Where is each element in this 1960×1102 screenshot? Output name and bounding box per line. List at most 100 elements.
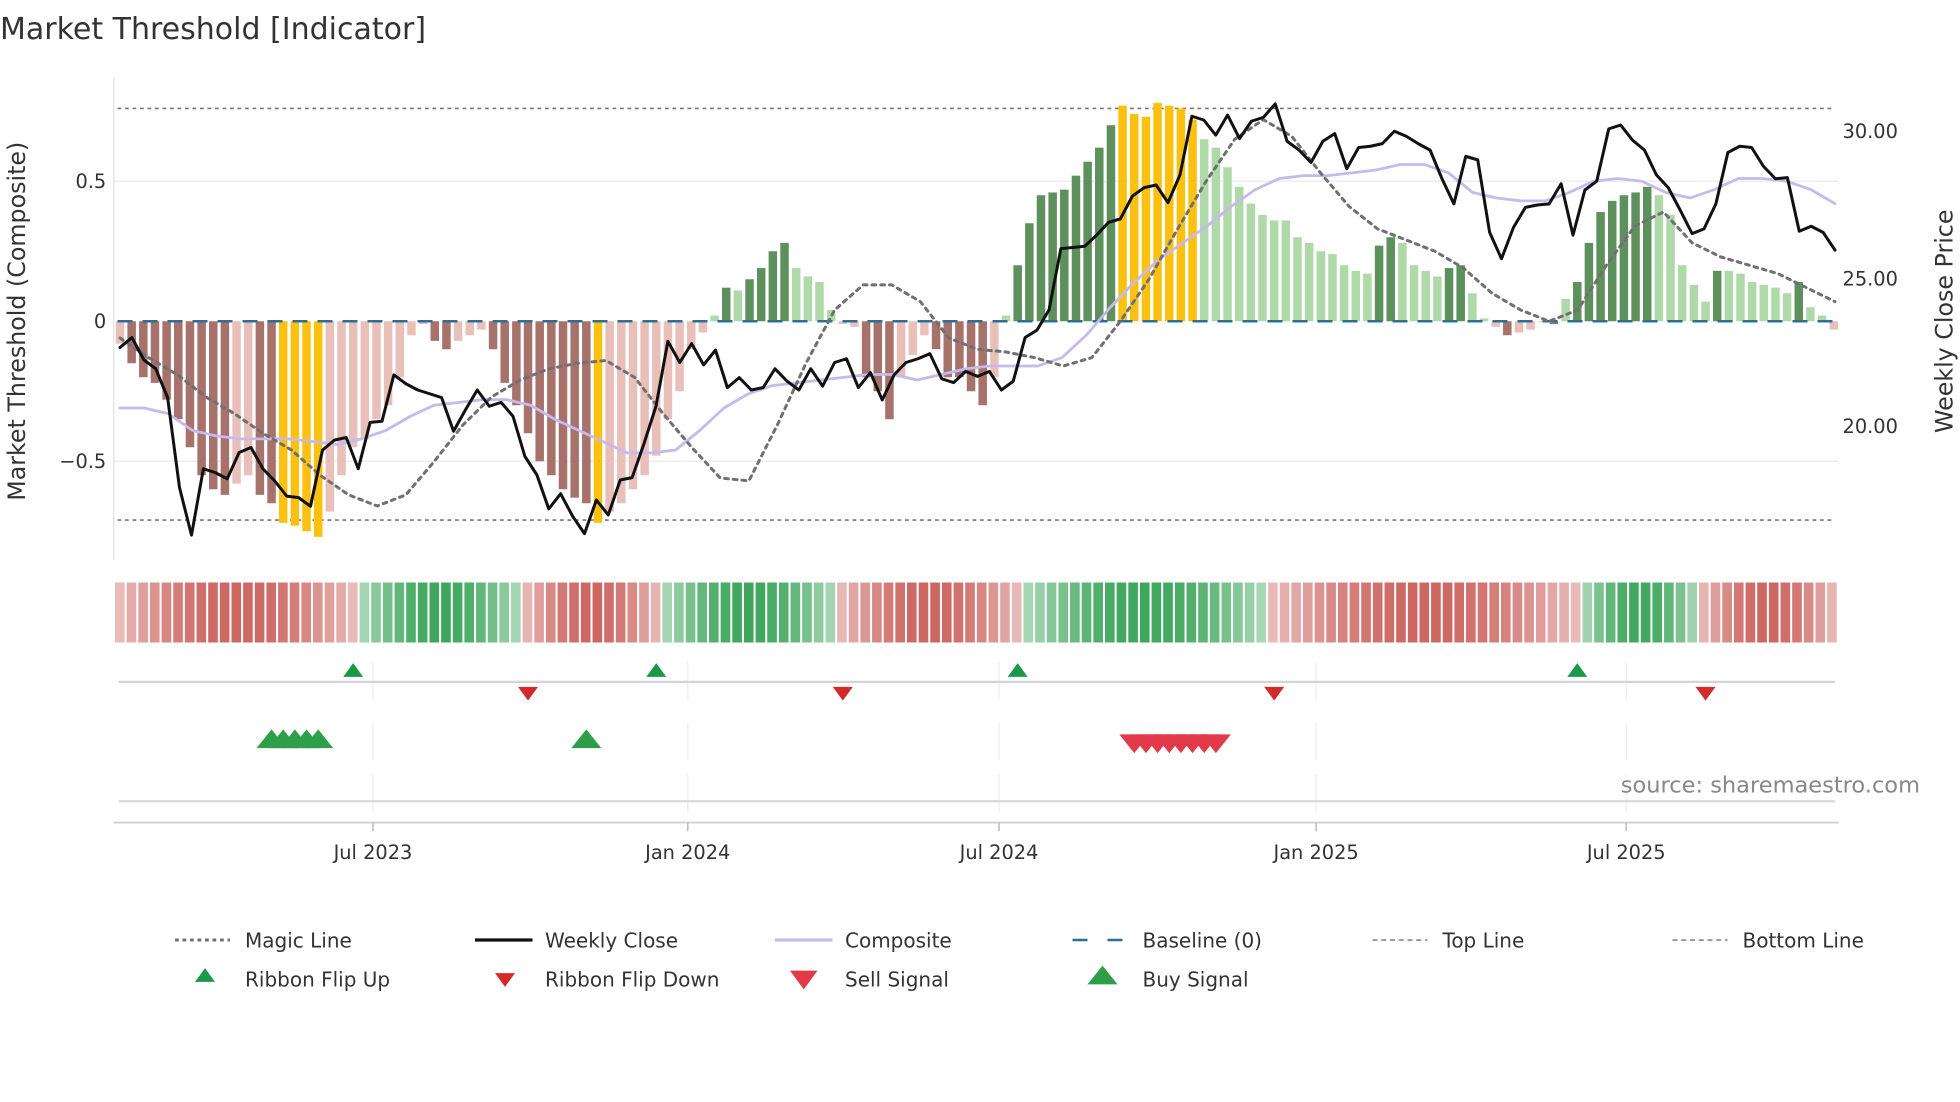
composite-bar <box>1596 212 1605 322</box>
composite-bar <box>570 321 579 498</box>
composite-bar <box>1479 318 1489 322</box>
ribbon-cell-down <box>1500 582 1511 643</box>
legend-item: Magic Line <box>175 929 352 953</box>
composite-bar <box>768 251 778 322</box>
left-tick-label: 0.5 <box>75 170 106 193</box>
ribbon-cell-down <box>289 582 300 643</box>
ribbon-cell-down <box>1815 582 1826 643</box>
composite-bar <box>278 321 288 523</box>
ribbon-cell-up <box>1244 582 1255 643</box>
ribbon-cell-up <box>1233 582 1243 643</box>
composite-bar <box>1666 214 1675 322</box>
ribbon-cell-down <box>138 582 148 643</box>
legend-label: Baseline (0) <box>1143 929 1262 953</box>
composite-bar <box>302 321 311 532</box>
ribbon-cell-down <box>965 582 975 643</box>
composite-bar <box>721 287 731 322</box>
ribbon-cell-up <box>394 582 405 643</box>
composite-bar <box>850 321 859 327</box>
ribbon-cell-up <box>1256 582 1267 643</box>
legend-label: Top Line <box>1442 929 1525 953</box>
composite-bar <box>348 321 358 448</box>
composite-bar <box>1782 293 1792 322</box>
ribbon-cell-up <box>778 582 789 643</box>
composite-bar <box>1549 321 1559 325</box>
ribbon-cell-down <box>627 582 638 643</box>
ribbon-strip <box>115 582 1837 643</box>
ribbon-cell-up <box>1093 582 1103 643</box>
x-tick-label: Jul 2023 <box>333 841 413 864</box>
ribbon-cell-down <box>1314 582 1325 643</box>
ribbon-cell-down <box>1489 582 1499 643</box>
ribbon-cell-down <box>545 582 556 643</box>
ribbon-cell-down <box>1768 582 1779 643</box>
composite-bar <box>978 321 987 406</box>
right-axis-label: Weekly Close Price <box>1931 210 1959 433</box>
composite-bar <box>931 321 941 350</box>
composite-bar <box>1701 301 1710 322</box>
ribbon-cell-down <box>557 582 568 643</box>
legend-label: Buy Signal <box>1143 967 1249 991</box>
ribbon-cell-down <box>115 582 125 643</box>
legend-triangle-up-icon <box>195 968 215 982</box>
ribbon-cell-up <box>802 582 812 643</box>
legend-item: Ribbon Flip Down <box>495 967 719 991</box>
ribbon-cell-down <box>1268 582 1278 643</box>
composite-bar <box>1806 307 1815 322</box>
legend-item: Buy Signal <box>1087 965 1249 991</box>
ribbon-cell-up <box>1198 582 1208 643</box>
ribbon-cell-down <box>231 582 242 643</box>
ribbon-cell-down <box>1384 582 1395 643</box>
ribbon-cell-up <box>1116 582 1127 643</box>
ribbon-cell-down <box>592 582 603 643</box>
composite-bar <box>1573 282 1582 322</box>
right-tick-label: 25.00 <box>1843 268 1898 291</box>
ribbon-cell-down <box>324 582 335 643</box>
left-axis-label: Market Threshold (Composite) <box>3 142 31 501</box>
ribbon-cell-down <box>126 582 137 643</box>
ribbon-cell-up <box>1046 582 1057 643</box>
composite-bar <box>430 321 440 341</box>
ribbon-cell-down <box>1827 582 1837 643</box>
composite-bar <box>756 268 766 322</box>
composite-line <box>118 163 1837 455</box>
composite-bar <box>1526 321 1535 330</box>
composite-bar <box>710 315 719 322</box>
composite-bar <box>1514 321 1524 333</box>
composite-bar <box>197 321 206 476</box>
composite-bar <box>1409 265 1419 322</box>
buy-signal-marker <box>303 729 334 749</box>
ribbon-cell-down <box>278 582 288 643</box>
composite-bar <box>1025 223 1034 322</box>
right-tick-label: 30.00 <box>1843 120 1898 143</box>
ribbon-cell-down <box>580 582 591 643</box>
composite-bar <box>1456 265 1465 322</box>
ribbon-cell-up <box>1070 582 1080 643</box>
composite-bar <box>1164 105 1174 322</box>
ribbon-cell-down <box>941 582 952 643</box>
composite-bar <box>418 321 428 325</box>
ribbon-cell-down <box>312 582 323 643</box>
legend-triangle-down-icon <box>495 973 515 987</box>
ribbon-cell-down <box>883 582 894 643</box>
ribbon-cell-down <box>1454 582 1465 643</box>
composite-bar <box>1153 102 1162 322</box>
gridlines <box>113 77 1839 561</box>
composite-bar <box>943 321 952 378</box>
composite-bar <box>1258 214 1267 322</box>
composite-bar <box>1631 192 1640 322</box>
ribbon-cell-up <box>674 582 684 643</box>
composite-bar <box>593 321 603 523</box>
ribbon-cell-down <box>522 582 533 643</box>
composite-bar <box>1060 189 1069 322</box>
ribbon-cell-down <box>1291 582 1301 643</box>
ribbon-cell-down <box>1547 582 1558 643</box>
x-tick-label: Jul 2024 <box>959 841 1039 864</box>
composite-bar <box>267 321 276 504</box>
composite-bar <box>896 321 906 378</box>
composite-bar <box>383 321 393 406</box>
ribbon-flip-down-marker <box>1695 686 1716 701</box>
composite-bar <box>255 321 265 495</box>
composite-bar <box>1048 192 1057 322</box>
ribbon-cell-down <box>1710 582 1721 643</box>
